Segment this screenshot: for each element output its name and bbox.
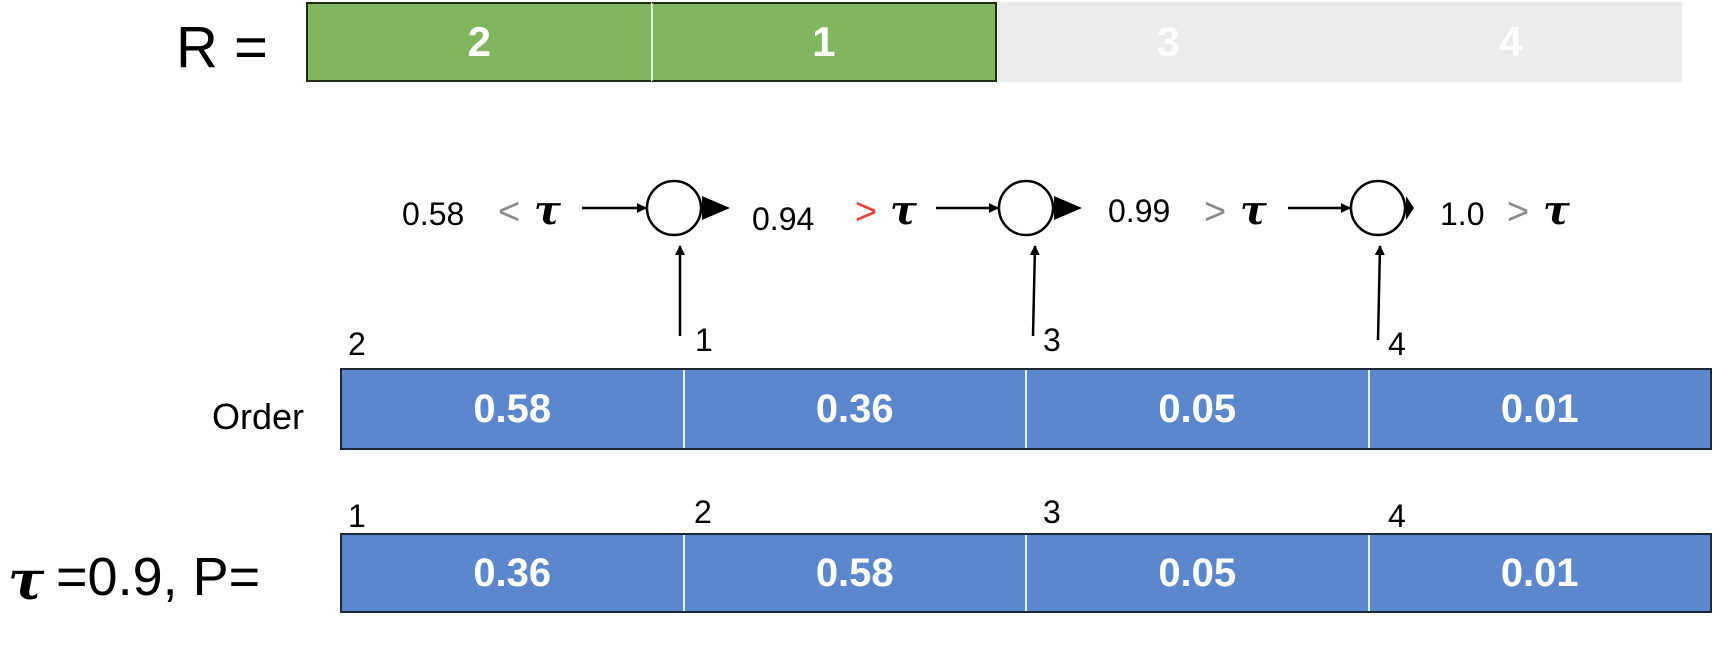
r-cell: 3 xyxy=(997,2,1340,82)
flow-relation: < xyxy=(498,191,520,233)
sum-node xyxy=(1349,179,1407,237)
order-index: 1 xyxy=(695,322,713,358)
flow-relation: > xyxy=(1204,191,1226,233)
p-cell: 0.01 xyxy=(1367,535,1711,611)
input-arrow xyxy=(1374,245,1385,341)
flow-value: 1.0 xyxy=(1440,196,1484,232)
r-cell: 2 xyxy=(306,2,651,82)
tau-symbol: τ xyxy=(1240,187,1267,234)
order-label: Order xyxy=(212,396,305,437)
p-cell: 0.36 xyxy=(473,550,552,595)
sum-node xyxy=(997,179,1055,237)
order-cell: 0.58 xyxy=(473,386,552,431)
sum-node xyxy=(645,179,703,237)
r-cell: 1 xyxy=(650,2,997,82)
order-index: 4 xyxy=(1388,326,1406,362)
flow-value: 0.58 xyxy=(402,196,464,232)
r-bar: 2 1 3 4 xyxy=(306,2,1682,82)
flow-value: 0.94 xyxy=(752,201,814,237)
order-index: 2 xyxy=(348,326,366,362)
output-arrowhead xyxy=(1054,196,1082,220)
tau-symbol: τ xyxy=(1543,187,1570,234)
p-index: 2 xyxy=(694,494,712,530)
flow-relation: > xyxy=(855,191,877,233)
tau-symbol: τ xyxy=(534,187,561,234)
order-cell: 0.36 xyxy=(682,370,1026,448)
p-bar: 0.36 0.58 0.05 0.01 xyxy=(340,533,1712,613)
output-arrowhead xyxy=(702,196,730,220)
r-cell: 4 xyxy=(1339,2,1682,82)
p-label: =0.9, P= xyxy=(56,547,261,607)
tau-symbol: τ xyxy=(8,548,45,612)
p-index: 1 xyxy=(348,498,366,534)
order-cell: 0.01 xyxy=(1367,370,1711,448)
input-arrow xyxy=(1029,245,1040,337)
p-cell: 0.58 xyxy=(682,535,1026,611)
flow-value: 0.99 xyxy=(1108,193,1170,229)
p-index: 3 xyxy=(1043,494,1061,530)
p-index: 4 xyxy=(1388,498,1406,534)
order-index: 3 xyxy=(1043,322,1061,358)
tau-symbol: τ xyxy=(890,187,917,234)
order-cell: 0.05 xyxy=(1025,370,1368,448)
p-cell: 0.05 xyxy=(1025,535,1368,611)
order-bar: 0.58 0.36 0.05 0.01 xyxy=(340,368,1712,450)
flow-relation: > xyxy=(1507,191,1529,233)
r-label: R = xyxy=(176,15,268,80)
output-arrowhead xyxy=(1406,196,1414,220)
